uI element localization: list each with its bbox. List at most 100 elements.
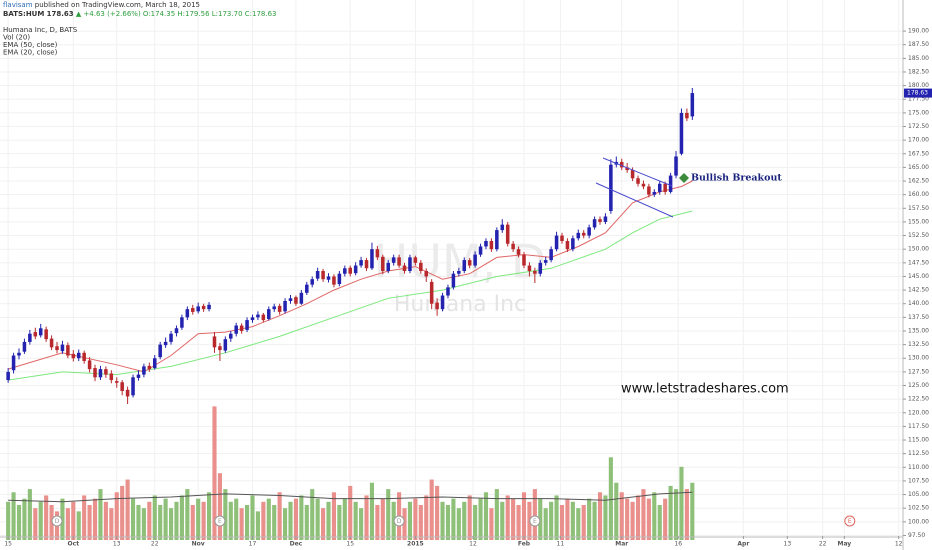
volume-bar <box>293 498 298 540</box>
volume-bar <box>462 501 467 540</box>
y-tick-label: 157.50 <box>908 205 929 212</box>
volume-bar <box>239 508 244 540</box>
event-marker <box>529 515 541 527</box>
volume-bar <box>16 505 22 540</box>
volume-bar <box>413 498 418 540</box>
candle-body <box>174 328 179 334</box>
y-tick-label: 172.50 <box>908 123 929 130</box>
volume-bar <box>500 501 505 540</box>
candle-body <box>239 325 244 331</box>
x-tick-label: 12 <box>469 541 477 548</box>
volume-bar <box>690 482 695 540</box>
x-tick-label: 2015 <box>407 541 424 548</box>
author[interactable]: flavisam <box>3 1 33 9</box>
volume-bar <box>283 508 288 540</box>
volume-bar <box>353 501 358 540</box>
volume-bar <box>331 492 337 540</box>
last-price-tag <box>904 88 932 98</box>
watermark-name: Humana Inc <box>394 292 526 317</box>
x-tick-label: May <box>837 541 851 548</box>
volume-bar <box>614 482 619 540</box>
candle-body <box>321 270 325 280</box>
volume-bar <box>532 489 537 540</box>
candle-body <box>315 270 320 279</box>
candle-body <box>446 287 450 296</box>
candle-body <box>674 156 678 176</box>
volume-bar <box>147 501 152 540</box>
volume-bar <box>266 498 271 540</box>
candle-body <box>288 298 293 301</box>
candle-body <box>196 306 200 312</box>
volume-bar <box>652 492 657 540</box>
volume-bar <box>679 466 684 540</box>
volume-bar <box>440 501 445 540</box>
volume-bar <box>82 495 87 540</box>
x-tick-label: 22 <box>151 541 159 548</box>
candle-body <box>386 262 391 271</box>
candle-body <box>625 167 629 171</box>
candle-body <box>581 232 586 236</box>
candle-body <box>462 260 467 271</box>
candle-body <box>457 270 461 274</box>
candle-body <box>397 257 401 266</box>
y-tick-label: 112.50 <box>908 450 929 457</box>
volume-bar <box>120 485 125 540</box>
event-marker <box>844 515 856 527</box>
y-tick-label: 97.50 <box>908 532 925 539</box>
y-tick-label: 110.00 <box>908 464 929 471</box>
volume-bar <box>92 498 98 540</box>
candle-body <box>576 232 581 239</box>
volume-bar <box>179 495 184 540</box>
volume-bar <box>315 498 320 540</box>
volume-bar <box>576 508 581 540</box>
volume-bar <box>467 495 472 540</box>
volume-bar <box>538 498 543 540</box>
candle-body <box>429 281 434 304</box>
candle-body <box>337 273 342 285</box>
indicator-line <box>8 210 693 381</box>
candle-body <box>109 373 114 381</box>
candle-body <box>82 352 86 361</box>
candle-body <box>630 170 635 179</box>
indicator-line <box>8 491 693 503</box>
volume-pane <box>6 406 695 540</box>
volume-bar <box>27 489 32 540</box>
candle-body <box>256 314 260 318</box>
volume-bar <box>326 501 331 540</box>
candle-body <box>391 257 396 263</box>
x-tick-label: 16 <box>674 541 682 548</box>
event-label: E <box>218 518 222 525</box>
volume-bar <box>375 505 380 540</box>
last-price-label: 178.63 <box>907 90 928 97</box>
volume-bar <box>386 489 391 540</box>
volume-bar <box>581 505 586 540</box>
candle-body <box>114 381 119 383</box>
candle-body <box>66 345 70 356</box>
candle-body <box>120 382 124 391</box>
volume-bar <box>174 501 179 540</box>
event-label: E <box>533 518 537 525</box>
volume-bar <box>223 489 228 540</box>
candle-body <box>261 314 266 321</box>
candle-body <box>185 309 190 318</box>
volume-bar <box>310 489 315 540</box>
candle-body <box>489 241 494 250</box>
candle-body <box>343 268 347 274</box>
candle-body <box>370 249 374 269</box>
volume-bar <box>136 505 141 540</box>
low: L:173.70 <box>212 10 243 18</box>
candle-body <box>685 112 689 119</box>
candle-body <box>142 366 146 375</box>
high: H:179.56 <box>177 10 210 18</box>
volume-bar <box>369 482 375 540</box>
candle-body <box>6 371 10 381</box>
volume-bar <box>364 495 369 540</box>
website: www.letstradeshares.com <box>621 382 789 397</box>
candle-body <box>435 302 439 310</box>
candle-body <box>619 161 624 168</box>
y-tick-label: 150.00 <box>908 246 929 253</box>
watermark-symbol: HUM, D <box>374 235 547 289</box>
open: O:174.35 <box>143 10 175 18</box>
candle-body <box>17 352 21 356</box>
candle-body <box>408 257 412 271</box>
